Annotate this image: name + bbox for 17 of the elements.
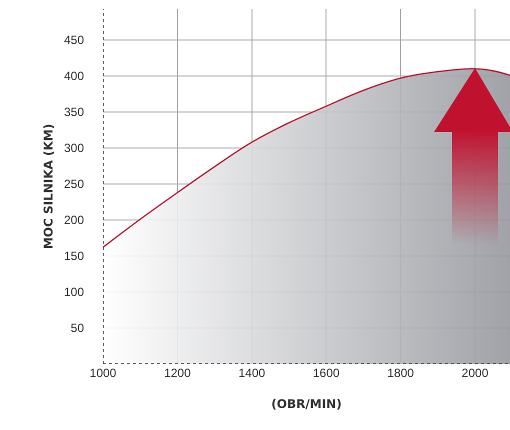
x-tick-label: 1200 xyxy=(164,366,192,380)
y-tick-label: 300 xyxy=(64,141,84,156)
y-tick-label: 350 xyxy=(64,105,84,120)
x-tick-label: 1800 xyxy=(387,366,414,380)
y-tick-label: 250 xyxy=(64,177,84,192)
y-tick-label: 400 xyxy=(64,69,84,84)
x-tick-label: 1600 xyxy=(312,366,340,380)
x-tick-label: 1400 xyxy=(238,366,266,380)
x-axis-title: (OBR/MIN) xyxy=(271,396,342,411)
y-tick-label: 450 xyxy=(64,33,84,48)
y-tick-label: 150 xyxy=(64,249,84,264)
y-tick-label: 200 xyxy=(64,213,84,228)
x-tick-label: 2000 xyxy=(462,366,489,380)
y-tick-label: 100 xyxy=(64,285,84,300)
y-axis-title: MOC SILNIKA (KM) xyxy=(41,124,56,250)
y-tick-label: 50 xyxy=(70,321,84,336)
x-tick-label: 1000 xyxy=(90,366,117,380)
